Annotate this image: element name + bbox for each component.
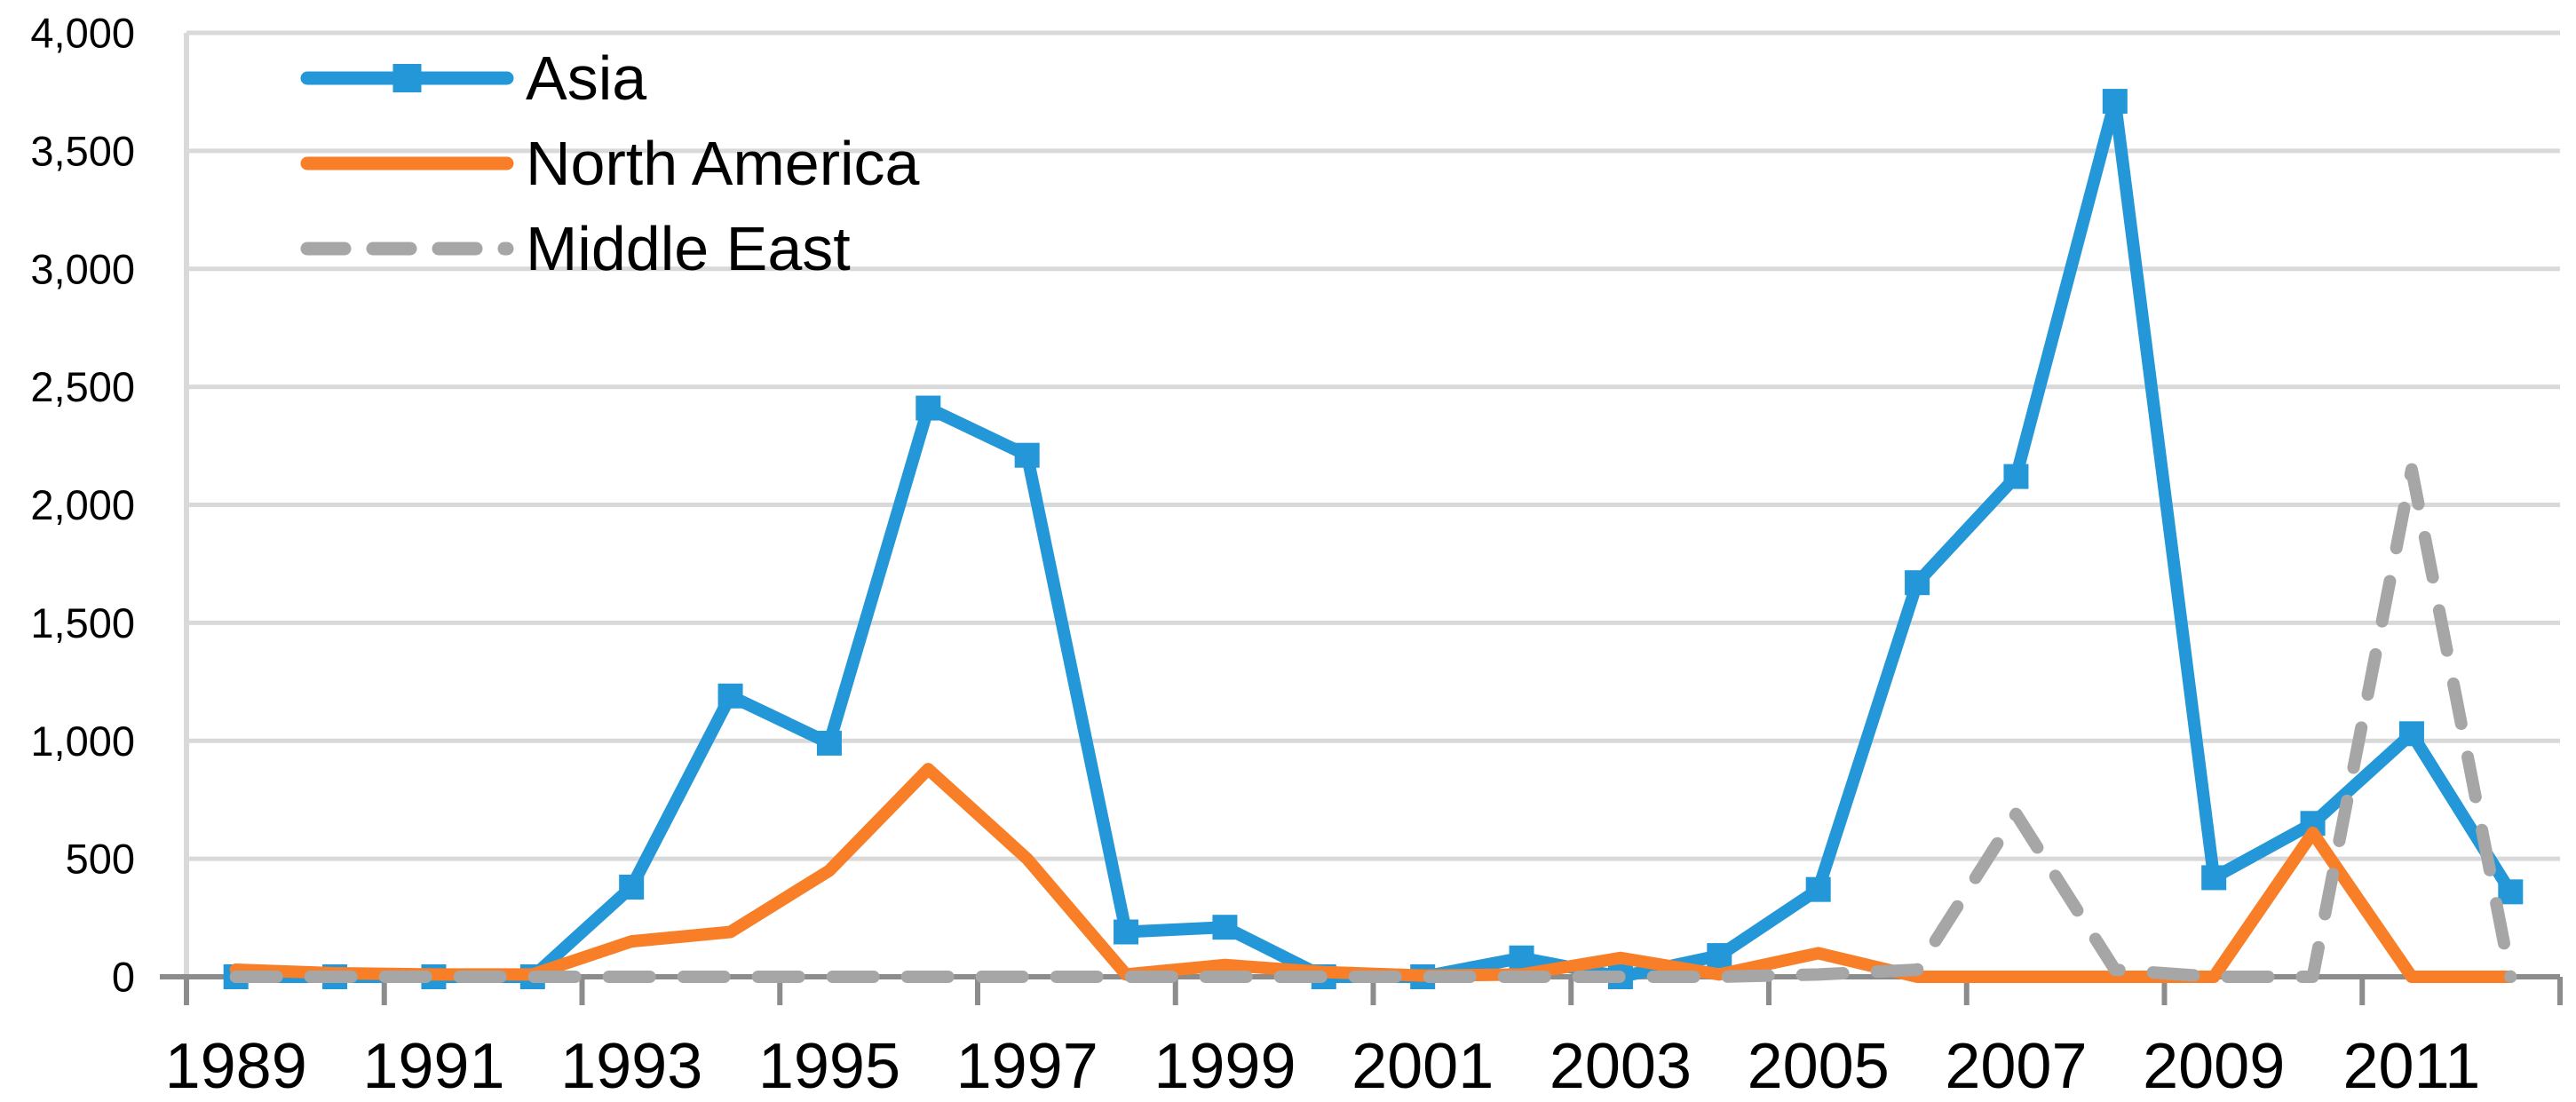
data-point-asia-2009 <box>2201 865 2227 891</box>
data-point-asia-1999 <box>1212 915 1238 940</box>
y-axis-labels: 0 500 1,000 1,500 2,000 2,500 3,000 3,500 4,000 <box>30 10 135 1001</box>
data-point-asia-2008 <box>2102 89 2128 115</box>
data-point-asia-2007 <box>2003 464 2029 489</box>
y-axis-label-1500: 1,500 <box>30 599 135 646</box>
data-point-asia-2002 <box>1509 945 1534 971</box>
data-point-asia-1995 <box>816 730 842 756</box>
x-axis-labels: 1989 1991 1993 1995 1997 1999 2001 2003 2005 2007… <box>165 1031 2481 1102</box>
x-axis-label-1997: 1997 <box>956 1031 1098 1102</box>
legend-label-asia: Asia <box>526 44 646 113</box>
legend-item-north-america: North America <box>300 129 920 198</box>
data-point-asia-2005 <box>1805 876 1831 902</box>
data-point-asia-1998 <box>1114 919 1139 945</box>
data-point-asia-1994 <box>717 683 743 709</box>
x-axis-label-1989: 1989 <box>165 1031 307 1102</box>
data-point-asia-1997 <box>1014 442 1040 468</box>
data-point-asia-2011 <box>2398 721 2424 747</box>
x-axis-label-2011: 2011 <box>2343 1031 2481 1102</box>
series-line-middle-east <box>229 463 2517 983</box>
x-axis-label-2003: 2003 <box>1550 1031 1692 1102</box>
legend-label-middle-east: Middle East <box>526 214 851 283</box>
y-axis-label-4000: 4,000 <box>30 10 135 57</box>
series-lines <box>223 89 2524 989</box>
x-axis-label-2005: 2005 <box>1748 1031 1890 1102</box>
x-axis-label-1999: 1999 <box>1153 1031 1296 1102</box>
x-axis-label-2001: 2001 <box>1351 1031 1494 1102</box>
gridlines <box>186 30 2560 861</box>
legend-item-middle-east: Middle East <box>300 214 851 283</box>
x-axis-label-2009: 2009 <box>2143 1031 2285 1102</box>
x-axis-label-1991: 1991 <box>362 1031 504 1102</box>
y-axis-label-2500: 2,500 <box>30 363 135 410</box>
legend-item-asia: Asia <box>300 44 646 113</box>
legend-label-north-america: North America <box>526 129 920 198</box>
y-axis-label-0: 0 <box>112 954 135 1001</box>
data-point-asia-1996 <box>915 395 941 421</box>
x-axis-label-2007: 2007 <box>1945 1031 2087 1102</box>
y-axis-label-1000: 1,000 <box>30 717 135 765</box>
series-line-north-america <box>229 763 2517 983</box>
data-point-asia-2012 <box>2498 879 2524 905</box>
x-axis-label-1995: 1995 <box>758 1031 900 1102</box>
legend: Asia North America Middle East <box>300 44 920 283</box>
legend-marker-asia <box>392 64 422 92</box>
x-axis-label-1993: 1993 <box>560 1031 702 1102</box>
y-axis-label-500: 500 <box>66 836 135 883</box>
data-point-asia-1993 <box>619 875 645 900</box>
y-axis-label-3000: 3,000 <box>30 245 135 292</box>
data-point-asia-2004 <box>1707 943 1732 969</box>
data-point-asia-2006 <box>1905 570 1930 596</box>
y-axis-label-2000: 2,000 <box>30 481 135 528</box>
y-axis-label-3500: 3,500 <box>30 127 135 174</box>
